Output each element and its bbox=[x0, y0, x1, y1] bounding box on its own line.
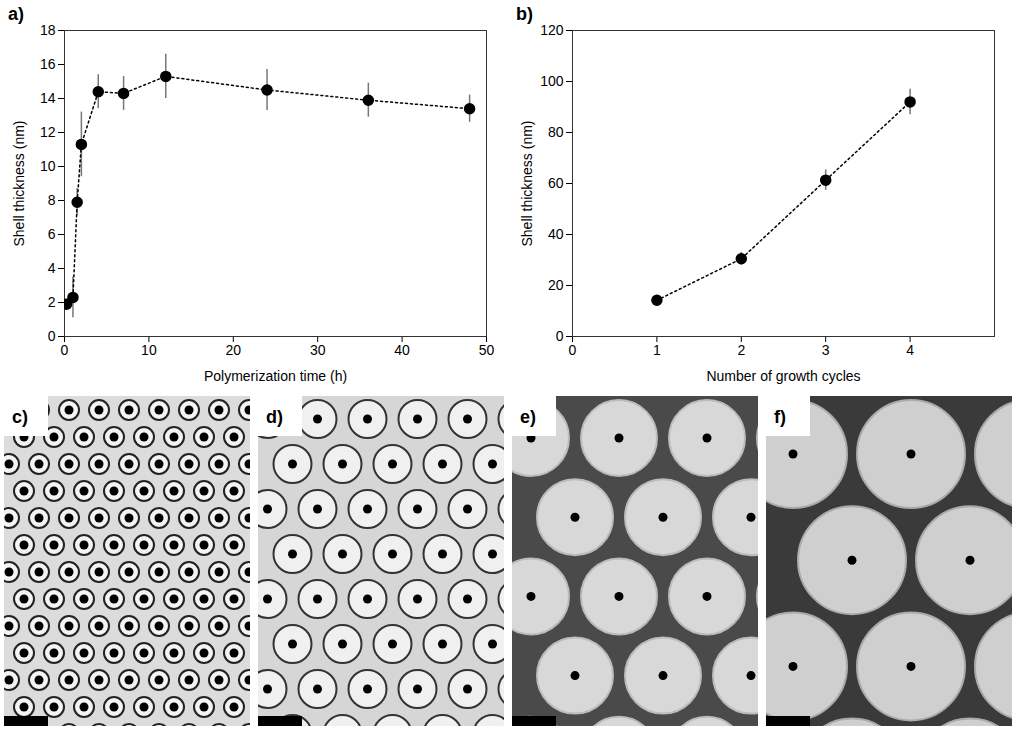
svg-text:1: 1 bbox=[653, 342, 661, 358]
svg-text:3: 3 bbox=[822, 342, 830, 358]
svg-text:100: 100 bbox=[540, 73, 564, 89]
svg-text:2: 2 bbox=[48, 294, 56, 310]
svg-text:0: 0 bbox=[556, 328, 564, 344]
svg-text:f): f) bbox=[774, 407, 786, 427]
svg-text:Number of growth cycles: Number of growth cycles bbox=[706, 368, 860, 384]
svg-text:80: 80 bbox=[548, 124, 564, 140]
svg-text:0: 0 bbox=[48, 328, 56, 344]
svg-text:16: 16 bbox=[40, 56, 56, 72]
svg-text:d): d) bbox=[266, 407, 283, 427]
svg-text:e): e) bbox=[520, 407, 536, 427]
svg-text:4: 4 bbox=[48, 260, 56, 276]
svg-text:Shell thickness (nm): Shell thickness (nm) bbox=[11, 120, 27, 246]
svg-text:50: 50 bbox=[479, 342, 495, 358]
svg-text:40: 40 bbox=[394, 342, 410, 358]
svg-text:0: 0 bbox=[569, 342, 577, 358]
html-text:a): a) bbox=[8, 4, 24, 24]
svg-text:60: 60 bbox=[548, 175, 564, 191]
svg-text:0: 0 bbox=[61, 342, 69, 358]
svg-text:14: 14 bbox=[40, 90, 56, 106]
svg-text:Polymerization time (h): Polymerization time (h) bbox=[204, 368, 347, 384]
svg-text:20: 20 bbox=[226, 342, 242, 358]
svg-text:10: 10 bbox=[141, 342, 157, 358]
svg-text:20: 20 bbox=[548, 277, 564, 293]
svg-text:120: 120 bbox=[540, 22, 564, 38]
svg-text:30: 30 bbox=[310, 342, 326, 358]
svg-text:10: 10 bbox=[40, 158, 56, 174]
svg-text:Shell thickness (nm): Shell thickness (nm) bbox=[519, 120, 535, 246]
svg-text:40: 40 bbox=[548, 226, 564, 242]
svg-text:6: 6 bbox=[48, 226, 56, 242]
svg-text:12: 12 bbox=[40, 124, 56, 140]
svg-text:18: 18 bbox=[40, 22, 56, 38]
svg-text:4: 4 bbox=[906, 342, 914, 358]
svg-text:2: 2 bbox=[737, 342, 745, 358]
html-text:b): b) bbox=[516, 4, 533, 24]
svg-text:c): c) bbox=[12, 407, 28, 427]
svg-text:8: 8 bbox=[48, 192, 56, 208]
